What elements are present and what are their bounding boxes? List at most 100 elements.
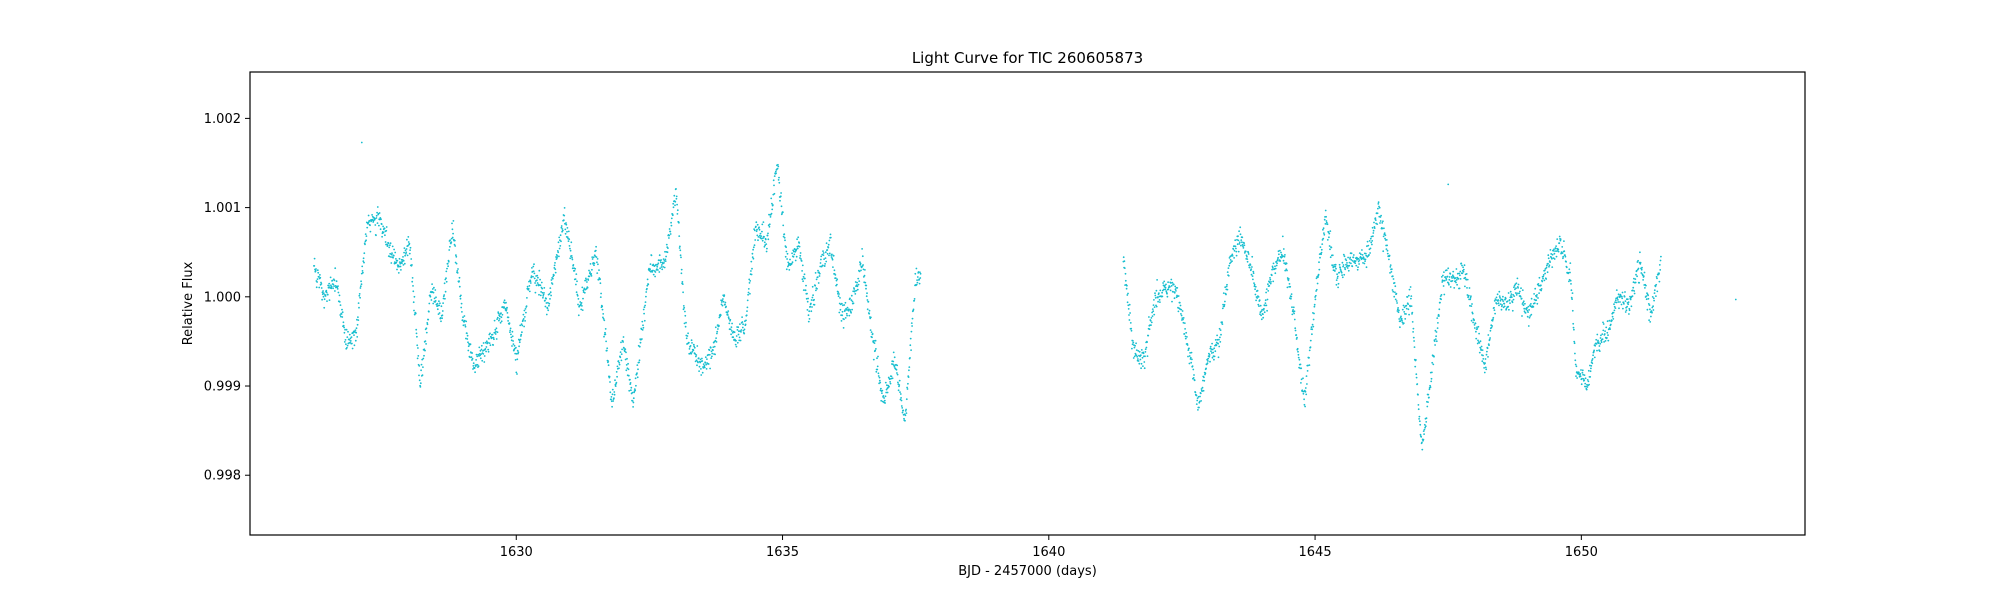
- data-point: [1350, 252, 1353, 255]
- data-point: [1129, 322, 1132, 324]
- data-point: [1201, 390, 1204, 392]
- data-point: [1549, 261, 1551, 263]
- data-point: [1393, 295, 1396, 298]
- data-point: [1418, 418, 1420, 420]
- data-point: [1137, 360, 1140, 362]
- data-point: [530, 275, 533, 277]
- data-point: [341, 311, 344, 314]
- data-point: [510, 336, 513, 339]
- data-point: [1408, 288, 1411, 291]
- data-point: [1593, 356, 1596, 359]
- data-point: [510, 339, 513, 342]
- data-point: [313, 265, 316, 267]
- data-point: [757, 236, 760, 238]
- data-point: [323, 298, 326, 301]
- data-point: [482, 342, 485, 344]
- data-point: [1576, 377, 1578, 379]
- data-point: [392, 256, 394, 259]
- data-point: [1241, 241, 1243, 244]
- data-point: [741, 316, 743, 318]
- data-point: [704, 356, 707, 359]
- data-point: [804, 277, 806, 280]
- data-point: [526, 285, 529, 288]
- data-point: [388, 246, 391, 249]
- data-point: [1263, 311, 1266, 314]
- data-point: [764, 238, 767, 241]
- data-point: [1445, 279, 1448, 281]
- data-point: [1247, 251, 1250, 254]
- data-point: [1166, 295, 1169, 298]
- data-point: [1270, 274, 1273, 277]
- data-point: [1557, 250, 1560, 253]
- data-point: [650, 254, 653, 257]
- data-point: [1407, 308, 1410, 311]
- data-point: [1314, 298, 1317, 301]
- data-point: [344, 339, 347, 341]
- data-point: [1404, 318, 1407, 320]
- data-point: [1174, 285, 1177, 288]
- data-point: [1388, 254, 1391, 257]
- data-point: [544, 305, 547, 308]
- data-point: [428, 310, 430, 313]
- data-point: [1584, 382, 1587, 385]
- data-point: [828, 254, 830, 257]
- data-point: [1349, 258, 1351, 260]
- data-point: [1283, 262, 1286, 265]
- data-point: [736, 341, 739, 344]
- data-point: [1405, 313, 1407, 315]
- data-point: [1571, 309, 1574, 312]
- data-point: [1508, 299, 1511, 301]
- data-point: [865, 287, 867, 290]
- data-point: [458, 285, 461, 288]
- data-point: [641, 320, 644, 323]
- data-point: [1289, 285, 1292, 288]
- data-point: [1218, 345, 1221, 348]
- data-point: [767, 232, 769, 235]
- data-point: [363, 261, 365, 264]
- data-point: [1300, 378, 1303, 381]
- data-point: [1152, 310, 1155, 313]
- data-point: [1146, 341, 1148, 343]
- data-point: [483, 361, 486, 363]
- data-point: [645, 295, 647, 298]
- data-point: [1208, 355, 1211, 358]
- data-point: [1519, 290, 1521, 293]
- outlier-point: [1734, 298, 1737, 301]
- data-point: [1510, 295, 1512, 297]
- data-point: [1542, 275, 1545, 278]
- data-point: [413, 295, 416, 298]
- data-point: [1325, 221, 1328, 224]
- data-point: [1225, 293, 1227, 296]
- data-point: [896, 373, 899, 376]
- data-point: [1401, 308, 1404, 311]
- data-point: [361, 270, 364, 272]
- data-point: [1196, 399, 1199, 402]
- data-point: [777, 179, 780, 181]
- data-point: [1251, 255, 1254, 258]
- data-point: [1612, 318, 1615, 320]
- data-point: [842, 304, 844, 307]
- data-point: [622, 341, 624, 343]
- data-point: [1459, 278, 1462, 280]
- data-point: [1258, 299, 1261, 302]
- data-point: [443, 282, 446, 285]
- data-point: [760, 235, 763, 238]
- data-point: [1455, 268, 1458, 270]
- data-point: [806, 300, 809, 303]
- data-point: [1324, 223, 1327, 225]
- data-point: [1135, 342, 1137, 345]
- data-point: [380, 223, 383, 226]
- data-point: [1541, 280, 1544, 283]
- data-point: [1475, 330, 1477, 333]
- data-point: [1447, 267, 1450, 270]
- data-point: [753, 229, 756, 232]
- data-point: [1466, 287, 1468, 289]
- data-point: [573, 269, 576, 272]
- data-point: [1512, 294, 1515, 296]
- data-point: [1440, 276, 1443, 278]
- data-point: [595, 245, 597, 248]
- data-point: [864, 269, 866, 271]
- data-point: [754, 239, 757, 241]
- data-point: [1172, 283, 1175, 286]
- data-point: [431, 283, 433, 285]
